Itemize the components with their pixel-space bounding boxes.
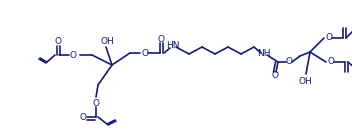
Text: O: O (271, 72, 278, 80)
Text: HN: HN (166, 41, 180, 51)
Text: O: O (326, 34, 333, 43)
Text: O: O (55, 38, 62, 47)
Text: O: O (93, 99, 100, 109)
Text: NH: NH (257, 49, 271, 59)
Text: O: O (69, 51, 76, 59)
Text: O: O (157, 36, 164, 45)
Text: O: O (327, 57, 334, 66)
Text: OH: OH (298, 76, 312, 86)
Text: O: O (80, 113, 87, 122)
Text: OH: OH (100, 36, 114, 45)
Text: O: O (142, 49, 149, 57)
Text: O: O (285, 57, 293, 66)
